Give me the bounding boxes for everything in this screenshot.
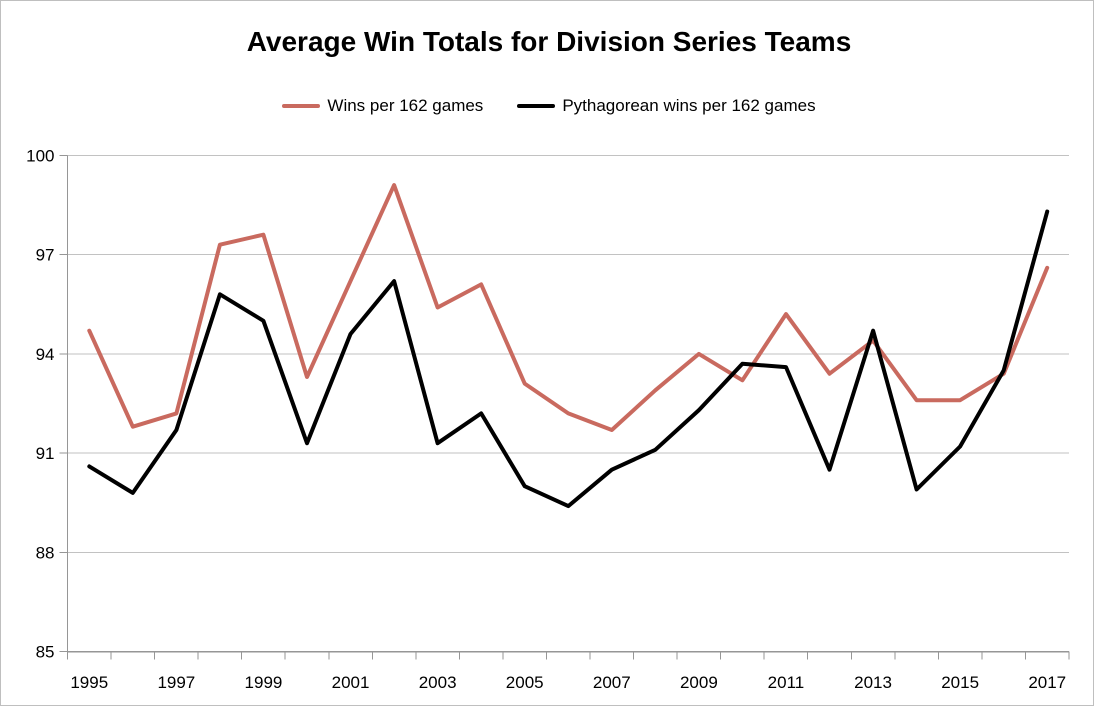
- y-tick-label: 94: [36, 345, 55, 364]
- legend-item-pythagorean: Pythagorean wins per 162 games: [517, 96, 816, 116]
- y-tick-label: 85: [36, 643, 55, 662]
- y-tick-label: 91: [36, 444, 55, 463]
- x-tick-label: 1995: [70, 673, 108, 692]
- legend-label-pythagorean: Pythagorean wins per 162 games: [562, 96, 816, 115]
- x-tick-label: 2017: [1028, 673, 1066, 692]
- legend-item-wins: Wins per 162 games: [282, 96, 483, 116]
- wins-line: [87, 183, 1050, 432]
- chart-legend: Wins per 162 games Pythagorean wins per …: [0, 96, 1098, 116]
- pythagorean-line-swatch: [517, 104, 556, 108]
- x-tick-label: 2011: [768, 673, 805, 692]
- x-tick-label: 2005: [506, 673, 544, 692]
- y-tick-label: 88: [36, 543, 55, 562]
- x-tick-label: 2015: [941, 673, 979, 692]
- x-tick-label: 2013: [854, 673, 892, 692]
- x-tick-label: 2007: [593, 673, 631, 692]
- pythagorean-line: [87, 209, 1050, 509]
- wins-line-swatch: [282, 104, 321, 108]
- x-tick-label: 2003: [419, 673, 457, 692]
- chart-title: Average Win Totals for Division Series T…: [246, 26, 852, 57]
- y-tick-label: 100: [26, 146, 54, 165]
- x-tick-label: 2001: [332, 673, 370, 692]
- x-tick-label: 1999: [245, 673, 283, 692]
- x-tick-label: 2009: [680, 673, 718, 692]
- legend-label-wins: Wins per 162 games: [327, 96, 484, 115]
- x-tick-label: 1997: [157, 673, 195, 692]
- y-tick-label: 97: [36, 246, 55, 265]
